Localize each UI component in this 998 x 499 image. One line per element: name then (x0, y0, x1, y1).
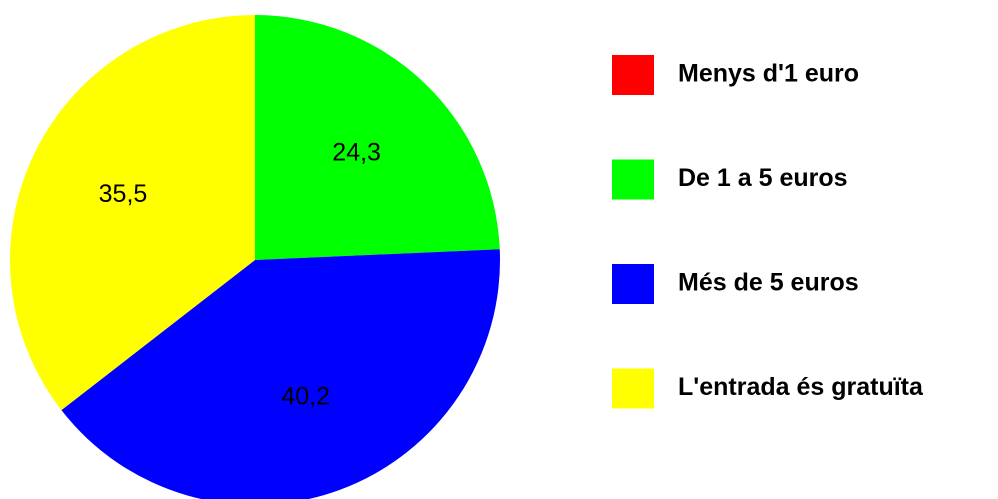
legend-swatch (612, 55, 654, 95)
value-label: 24,3 (332, 138, 381, 166)
legend-swatch (612, 264, 654, 304)
pie-slice (61, 249, 500, 499)
value-label: 40,2 (281, 383, 330, 411)
legend-label: De 1 a 5 euros (678, 164, 848, 192)
legend-label: Menys d'1 euro (678, 60, 859, 88)
pie-slice (10, 15, 255, 411)
value-label: 35,5 (99, 180, 148, 208)
legend-swatch (612, 368, 654, 409)
legend-label: Més de 5 euros (678, 269, 859, 297)
legend-swatch (612, 159, 654, 200)
legend-label: L'entrada és gratuïta (678, 373, 924, 401)
pie-slice (255, 15, 500, 260)
